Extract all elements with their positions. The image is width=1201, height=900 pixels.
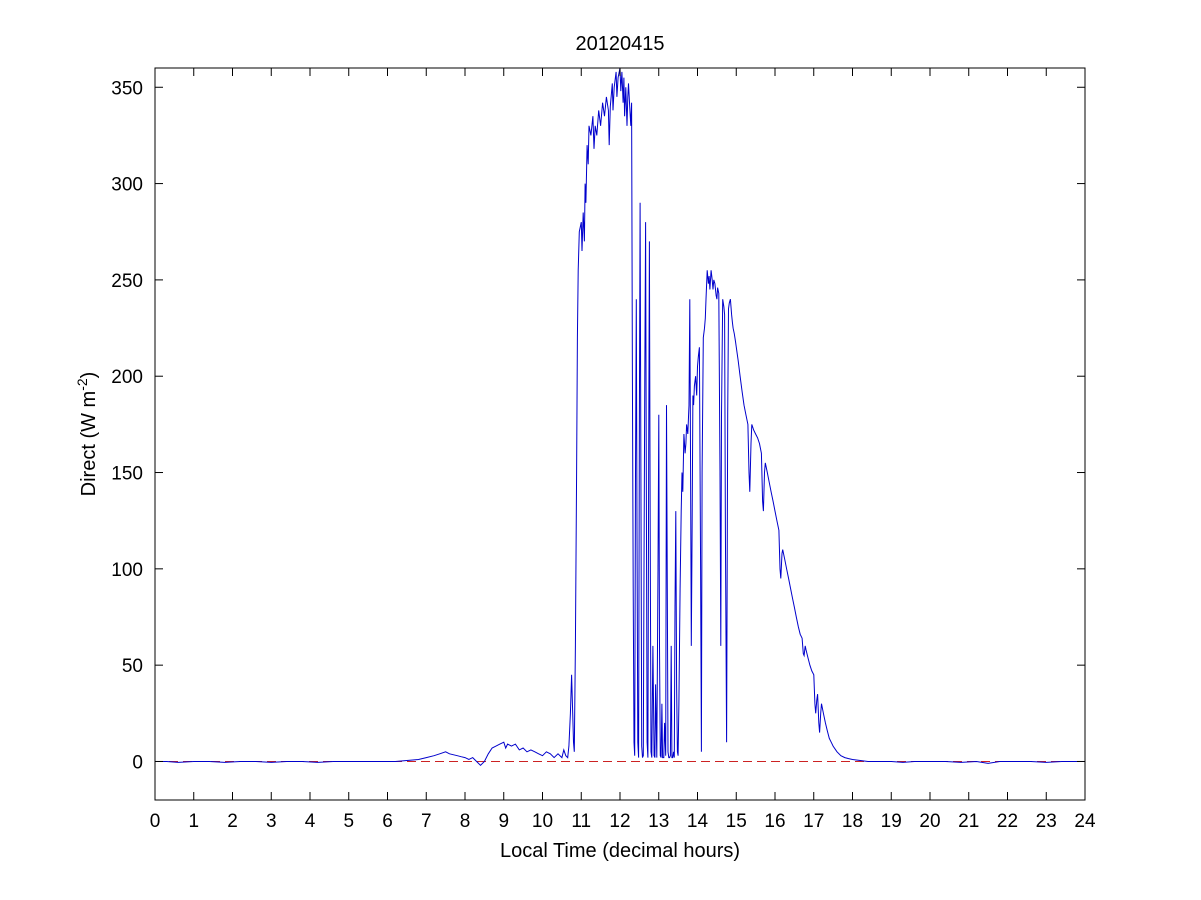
x-axis-label: Local Time (decimal hours) — [500, 840, 740, 862]
x-tick-label: 7 — [421, 811, 432, 832]
x-tick-label: 5 — [343, 811, 354, 832]
x-tick-label: 15 — [726, 811, 747, 832]
y-tick-label: 350 — [111, 78, 143, 99]
y-axis-label-main: Direct (W m — [78, 391, 100, 497]
plot-area: 0 1 2 3 4 5 6 7 8 9 10 11 12 13 14 15 16 17 18 19 20 21 22 23 24… — [111, 67, 1096, 832]
x-tick-label: 18 — [842, 811, 863, 832]
x-tick-label: 4 — [305, 811, 316, 832]
y-axis-label: Direct (W m-2) — [74, 372, 100, 497]
y-tick-label: 100 — [111, 560, 143, 581]
x-tick-label: 16 — [764, 811, 785, 832]
y-tick-label: 0 — [132, 752, 143, 773]
x-tick-label: 23 — [1036, 811, 1057, 832]
x-tick-label: 19 — [881, 811, 902, 832]
x-tick-label: 1 — [188, 811, 199, 832]
y-tick-label: 150 — [111, 464, 143, 485]
y-tick-label: 250 — [111, 271, 143, 292]
y-tick-label: 200 — [111, 367, 143, 388]
data-series-line — [155, 67, 1085, 766]
x-tick-label: 21 — [958, 811, 979, 832]
x-tick-label: 22 — [997, 811, 1018, 832]
y-tick-label: 50 — [122, 656, 143, 677]
x-tick-label: 2 — [227, 811, 238, 832]
y-tick-label: 300 — [111, 175, 143, 196]
x-tick-label: 8 — [460, 811, 471, 832]
plot-box — [154, 67, 1086, 801]
y-axis-label-superscript: -2 — [74, 378, 90, 391]
x-tick-label: 13 — [648, 811, 669, 832]
x-tick-label: 20 — [919, 811, 940, 832]
plot-title: 20120415 — [576, 33, 665, 55]
x-tick-label: 14 — [687, 811, 709, 832]
x-tick-label: 6 — [382, 811, 393, 832]
x-tick-label: 11 — [571, 811, 591, 832]
x-tick-label: 9 — [498, 811, 509, 832]
x-tick-label: 24 — [1074, 811, 1096, 832]
x-tick-label: 0 — [150, 811, 161, 832]
y-axis-label-end: ) — [78, 372, 100, 379]
x-tick-label: 12 — [609, 811, 630, 832]
x-tick-label: 3 — [266, 811, 277, 832]
x-tick-label: 10 — [532, 811, 553, 832]
x-tick-label: 17 — [803, 811, 824, 832]
